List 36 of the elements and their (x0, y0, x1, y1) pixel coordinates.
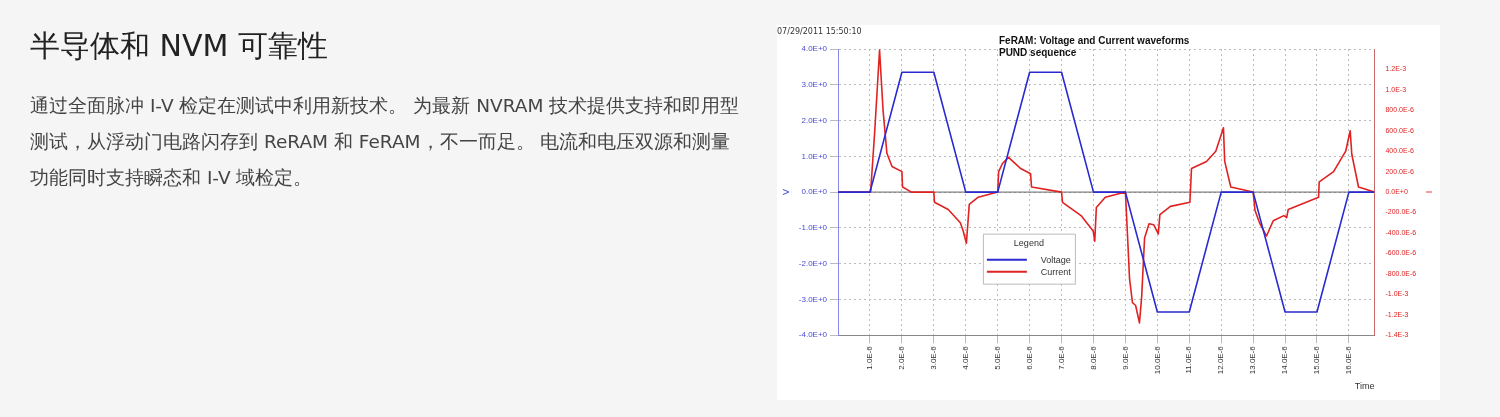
y-tick-label: 4.0E+0 (801, 44, 828, 54)
x-tick-label: 4.0E-6 (960, 345, 970, 370)
chart-title: FeRAM: Voltage and Current waveforms (998, 35, 1190, 46)
text: 通过全面脉冲 I-V 检定在测试中利用新技术。 为最新 NVRAM 技术提供支持和即用型测试，从浮动门电路闪存到 ReRAM 和 FeRAM，不一而足。 电流和电压双源和测量功能同时支持瞬态和 I-V 域检定。 (30, 94, 741, 190)
y-tick-label: 0.0E+0 (801, 187, 828, 197)
y-tick-label: -3.0E+0 (798, 294, 828, 304)
x-axis-title: Time (1354, 381, 1375, 392)
x-tick-label: 1.0E-6 (865, 345, 875, 370)
x-tick-label: 6.0E-6 (1024, 345, 1034, 370)
x-tick-label: 12.0E-6 (1216, 345, 1226, 375)
y-tick-label: -4.0E+0 (798, 330, 828, 340)
x-tick-label: 3.0E-6 (929, 345, 939, 370)
y-axis-title: V (780, 189, 791, 196)
y-tick-label: -2.0E+0 (798, 258, 828, 268)
text: 07/29/2011 15:50:10 (777, 27, 862, 36)
x-tick-label: 2.0E-6 (897, 345, 907, 370)
x-tick-label: 8.0E-6 (1088, 345, 1098, 370)
y-tick-label: -1.0E+0 (798, 223, 828, 233)
x-tick-label: 9.0E-6 (1120, 345, 1130, 370)
legend-label: Voltage (1040, 254, 1071, 265)
y-tick-label: 3.0E+0 (801, 79, 828, 89)
x-tick-label: 5.0E-6 (992, 345, 1002, 370)
x-tick-label: 16.0E-6 (1344, 345, 1354, 375)
y2-axis-title: I (1424, 190, 1435, 194)
y-tick-label: 1.0E+0 (801, 151, 828, 161)
x-tick-label: 7.0E-6 (1056, 345, 1066, 370)
legend-label: Current (1040, 266, 1072, 277)
text: 半导体和 NVM 可靠性 (30, 27, 328, 65)
legend-title: Legend (1013, 237, 1044, 248)
x-tick-label: 10.0E-6 (1152, 345, 1162, 375)
x-tick-label: 14.0E-6 (1280, 345, 1290, 375)
y-tick-label: 2.0E+0 (801, 115, 828, 125)
x-tick-label: 13.0E-6 (1248, 345, 1258, 375)
x-tick-label: 11.0E-6 (1184, 345, 1194, 374)
chart-subtitle: PUND sequence (998, 47, 1077, 58)
x-tick-label: 15.0E-6 (1312, 345, 1322, 375)
